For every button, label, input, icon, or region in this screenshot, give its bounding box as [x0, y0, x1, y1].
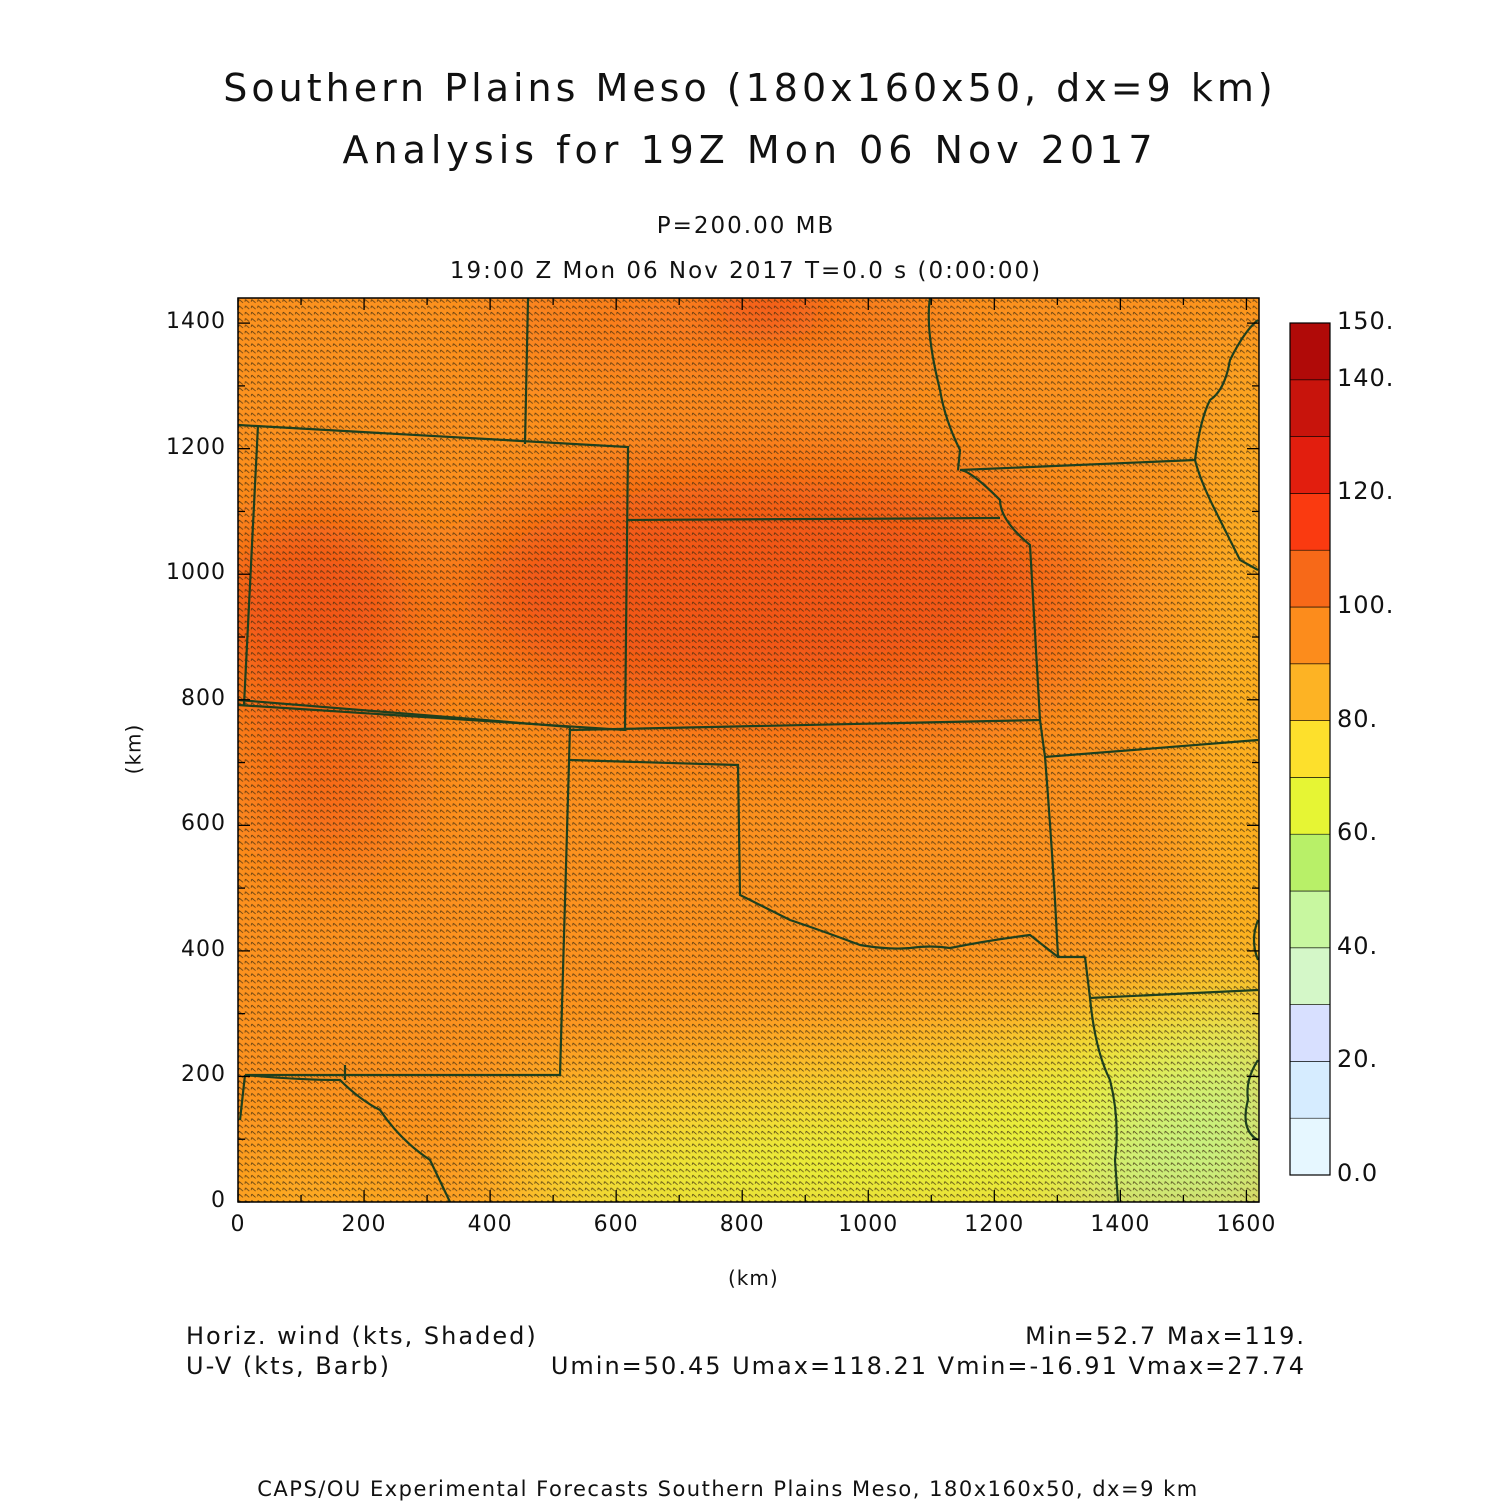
x-tick-label: 200	[341, 1212, 387, 1237]
colorbar-swatch	[1289, 379, 1331, 437]
x-tick-label: 0	[230, 1212, 246, 1237]
colorbar-label: 80.	[1337, 704, 1379, 733]
plot-frame	[237, 297, 1260, 1203]
y-tick-label: 1400	[166, 309, 226, 335]
colorbar-label: 20.	[1337, 1045, 1379, 1074]
colorbar-swatch	[1289, 663, 1331, 721]
x-tick-label: 1400	[1090, 1212, 1151, 1237]
colorbar-swatch	[1289, 777, 1331, 835]
x-tick-label: 1000	[838, 1212, 899, 1237]
colorbar-swatch	[1289, 1061, 1331, 1119]
colorbar-swatch	[1289, 436, 1331, 494]
y-tick-label: 1200	[166, 434, 226, 460]
colorbar-swatch	[1289, 1117, 1331, 1176]
colorbar-swatch	[1289, 833, 1331, 892]
map-title-line1: Southern Plains Meso (180x160x50, dx=9 k…	[223, 66, 1277, 110]
colorbar-border	[1289, 322, 1331, 1176]
y-tick-label: 600	[181, 811, 226, 837]
y-tick-label: 200	[181, 1062, 226, 1088]
colorbar-swatch	[1289, 1004, 1331, 1062]
field-description-barb: U-V (kts, Barb)	[186, 1352, 391, 1380]
colorbar-label: 120.	[1337, 477, 1395, 506]
uv-stats: Umin=50.45 Umax=118.21 Vmin=-16.91 Vmax=…	[550, 1352, 1306, 1380]
colorbar-swatch	[1289, 549, 1331, 608]
colorbar-swatch	[1289, 890, 1331, 949]
x-tick-label: 1200	[964, 1212, 1025, 1237]
colorbar-label: 60.	[1337, 818, 1379, 847]
y-tick-label: 400	[181, 936, 226, 962]
axis-ticks	[237, 298, 1259, 1203]
x-axis-label: (km)	[728, 1266, 779, 1290]
y-tick-label: 0	[211, 1188, 226, 1213]
y-tick-label: 800	[181, 685, 226, 711]
colorbar-label: 100.	[1337, 591, 1395, 619]
credit-line: CAPS/OU Experimental Forecasts Southern …	[257, 1477, 1199, 1501]
valid-time-label: 19:00 Z Mon 06 Nov 2017 T=0.0 s (0:00:00…	[449, 258, 1043, 284]
pressure-level-label: P=200.00 MB	[656, 213, 836, 239]
x-tick-label: 400	[467, 1212, 513, 1237]
min-max-stats: Min=52.7 Max=119.	[1025, 1322, 1306, 1350]
y-axis-label: (km)	[121, 723, 146, 775]
colorbar-swatch	[1289, 493, 1331, 551]
colorbar-label: 0.0	[1337, 1159, 1379, 1187]
colorbar-swatch	[1289, 720, 1331, 778]
colorbar-label: 150.	[1337, 307, 1395, 335]
x-tick-label: 600	[593, 1212, 639, 1237]
colorbar-swatch	[1289, 947, 1331, 1005]
colorbar	[1289, 322, 1331, 1176]
field-description-shaded: Horiz. wind (kts, Shaded)	[186, 1322, 538, 1350]
wind-barbs	[238, 298, 1259, 1202]
x-tick-label: 800	[719, 1212, 765, 1237]
state-borders	[238, 298, 1259, 1202]
wind-speed-field	[238, 298, 1259, 1202]
map-title-line2: Analysis for 19Z Mon 06 Nov 2017	[342, 128, 1158, 172]
x-tick-label: 1600	[1216, 1212, 1277, 1237]
colorbar-label: 140.	[1337, 363, 1395, 392]
y-tick-label: 1000	[166, 560, 226, 586]
colorbar-label: 40.	[1337, 931, 1379, 960]
colorbar-swatch	[1289, 322, 1331, 381]
colorbar-swatch	[1289, 606, 1331, 665]
